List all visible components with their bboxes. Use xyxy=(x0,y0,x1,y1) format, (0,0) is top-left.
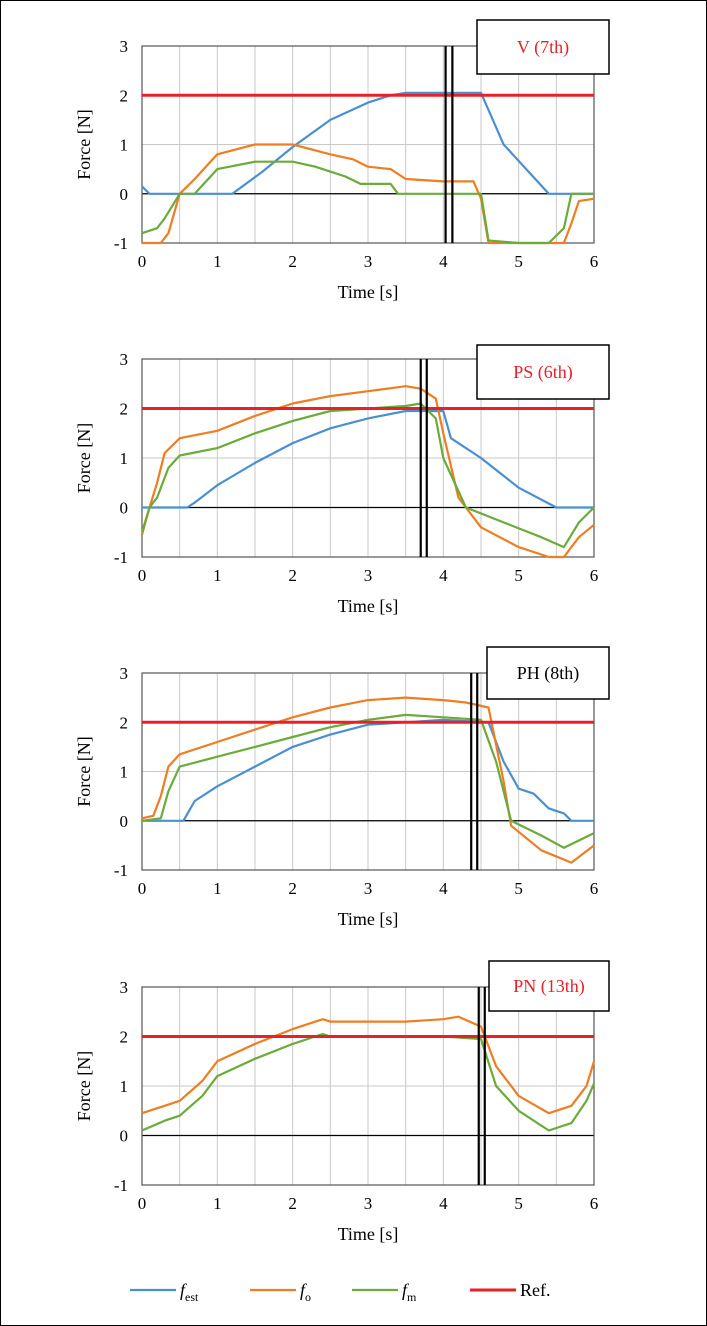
x-tick-label: 4 xyxy=(439,252,448,271)
y-tick-label: 1 xyxy=(120,136,129,155)
x-tick-label: 5 xyxy=(514,566,523,585)
x-tick-label: 5 xyxy=(514,1194,523,1213)
x-tick-label: 0 xyxy=(138,879,147,898)
x-tick-label: 0 xyxy=(138,252,147,271)
series-line-f_o xyxy=(141,1015,596,1115)
x-tick-label: 1 xyxy=(213,566,222,585)
x-tick-label: 2 xyxy=(288,252,297,271)
y-axis-label: Force [N] xyxy=(74,423,94,493)
y-tick-label: 2 xyxy=(120,400,129,419)
y-tick-label: 1 xyxy=(120,763,129,782)
chart-title: PN (13th) xyxy=(513,976,585,997)
y-tick-label: 0 xyxy=(120,185,129,204)
y-tick-label: 0 xyxy=(120,812,129,831)
x-tick-label: 3 xyxy=(364,566,373,585)
legend-label-f-o: fo xyxy=(300,1280,311,1304)
series-line-f_o xyxy=(140,385,595,559)
chart-title-box xyxy=(486,646,610,700)
series-line-f_o xyxy=(141,696,595,864)
x-tick-label: 4 xyxy=(439,879,448,898)
plot-area xyxy=(141,672,595,871)
x-tick-label: 3 xyxy=(364,879,373,898)
legend-label-f-m: fm xyxy=(402,1280,417,1304)
y-tick-label: 2 xyxy=(120,1028,129,1047)
series-line-f_est xyxy=(142,409,594,509)
x-tick-label: 2 xyxy=(288,566,297,585)
y-tick-label: 0 xyxy=(120,1127,129,1146)
x-axis-label: Time [s] xyxy=(338,1224,399,1244)
legend: fest fo fm Ref. xyxy=(130,1280,551,1304)
y-tick-label: 2 xyxy=(120,713,129,732)
x-axis-label: Time [s] xyxy=(338,596,399,616)
chart-panel-3: 0 1 2 3 4 5 6 -1 0 1 2 3 Time [s] Force [N] PH (8th) xyxy=(74,646,610,929)
x-tick-label: 1 xyxy=(213,879,222,898)
y-tick-label: 1 xyxy=(120,449,129,468)
plot-area xyxy=(141,358,595,558)
y-tick-label: -1 xyxy=(114,548,128,567)
x-tick-label: 6 xyxy=(590,252,599,271)
x-tick-label: 1 xyxy=(213,1194,222,1213)
chart-title: PS (6th) xyxy=(513,362,573,383)
x-tick-label: 0 xyxy=(138,566,147,585)
series-line-f_o xyxy=(142,143,595,245)
x-tick-label: 6 xyxy=(590,566,599,585)
x-tick-label: 5 xyxy=(514,879,523,898)
series-line-f_m xyxy=(141,160,594,245)
y-tick-label: 1 xyxy=(120,1077,129,1096)
legend-subscript: o xyxy=(305,1290,311,1304)
chart-panel-2: 0 1 2 3 4 5 6 -1 0 1 2 3 Time [s] Force [N] PS (6th) xyxy=(74,344,610,616)
x-tick-label: 6 xyxy=(590,1194,599,1213)
y-tick-label: -1 xyxy=(114,234,128,253)
chart-panel-4: 0 1 2 3 4 5 6 -1 0 1 2 3 Time [s] Force [N] PN (13th) xyxy=(74,960,610,1244)
x-axis-label: Time [s] xyxy=(338,909,399,929)
y-tick-label: 3 xyxy=(120,664,129,683)
y-tick-label: 2 xyxy=(120,86,129,105)
y-axis-label: Force [N] xyxy=(74,1051,94,1121)
y-tick-label: 3 xyxy=(120,978,129,997)
chart-title: PH (8th) xyxy=(517,663,580,684)
x-tick-label: 2 xyxy=(288,1194,297,1213)
chart-panel-1: 0 1 2 3 4 5 6 -1 0 1 2 3 Time [s] Force [N] V (7th) xyxy=(74,19,610,302)
x-axis-label: Time [s] xyxy=(338,282,399,302)
series-line-f_m xyxy=(141,713,595,849)
x-tick-label: 1 xyxy=(213,252,222,271)
chart-title: V (7th) xyxy=(517,37,569,58)
x-tick-label: 0 xyxy=(138,1194,147,1213)
y-tick-label: 0 xyxy=(120,499,129,518)
plot-area xyxy=(141,45,595,244)
y-axis-label: Force [N] xyxy=(74,736,94,806)
legend-label-ref: Ref. xyxy=(520,1280,551,1300)
x-tick-label: 6 xyxy=(590,879,599,898)
legend-label-f-est: fest xyxy=(180,1280,199,1304)
x-tick-label: 3 xyxy=(364,1194,373,1213)
y-tick-label: 3 xyxy=(120,37,129,56)
x-tick-label: 4 xyxy=(439,1194,448,1213)
x-tick-label: 3 xyxy=(364,252,373,271)
chart-title-box xyxy=(476,344,610,400)
y-tick-label: -1 xyxy=(114,861,128,880)
y-tick-label: -1 xyxy=(114,1176,128,1195)
x-tick-label: 5 xyxy=(514,252,523,271)
x-tick-label: 4 xyxy=(439,566,448,585)
chart-title-box xyxy=(488,960,610,1012)
legend-subscript: m xyxy=(407,1290,417,1304)
chart-title-box xyxy=(476,19,610,75)
x-tick-label: 2 xyxy=(288,879,297,898)
legend-subscript: est xyxy=(185,1290,199,1304)
y-tick-label: 3 xyxy=(120,350,129,369)
y-axis-label: Force [N] xyxy=(74,109,94,179)
